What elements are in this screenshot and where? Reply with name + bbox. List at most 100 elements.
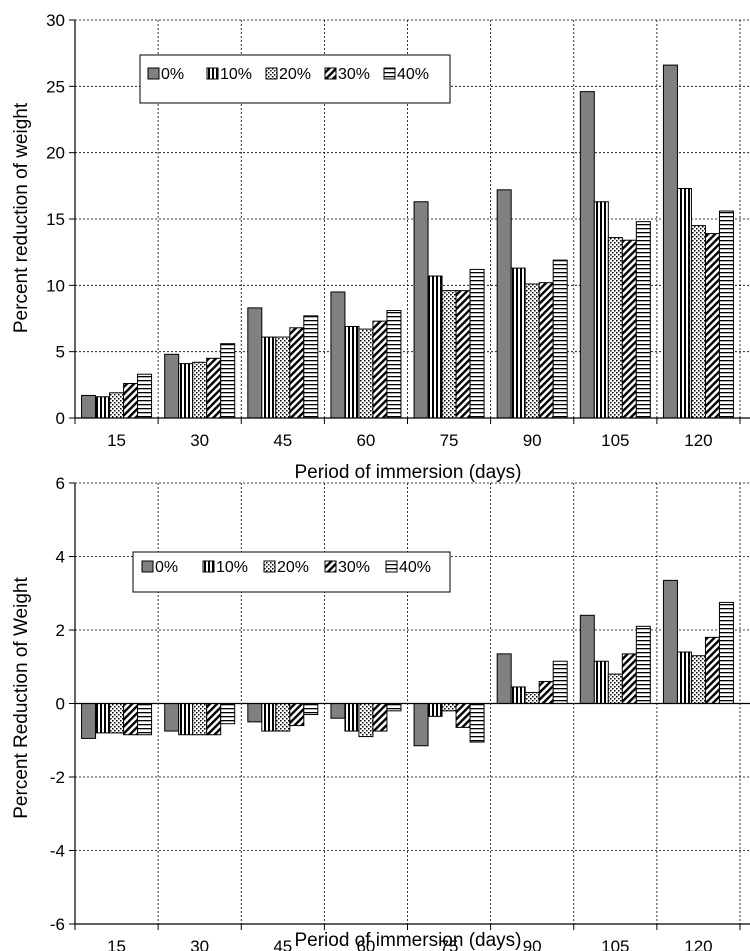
x-tick-label: 60 — [356, 937, 375, 951]
legend-label-40pct: 40% — [399, 559, 431, 576]
chart-1-y-tick-labels: 0 5 10 15 20 25 30 — [46, 11, 65, 428]
bar-10pct-15 — [95, 396, 111, 419]
chart-2-y-axis-title: Percent Reduction of Weight — [11, 577, 32, 819]
chart-1-legend: 0% 10% 20% 30% 40% — [139, 54, 451, 104]
bar-20pct-120 — [690, 655, 706, 704]
chart-1-x-axis-title: Period of immersion (days) — [294, 462, 521, 483]
bar-40pct-60 — [386, 310, 402, 419]
y-tick-label: 4 — [56, 548, 65, 567]
bar-0pct-90 — [496, 189, 512, 419]
legend-swatch-10pct — [206, 67, 219, 80]
bar-0pct-45 — [247, 307, 263, 419]
legend-label-10pct: 10% — [220, 66, 252, 83]
chart-2-y-tick-labels: -6 -4 -2 0 2 4 6 — [50, 474, 65, 934]
bar-20pct-45 — [275, 703, 291, 732]
bar-20pct-105 — [607, 673, 623, 704]
bar-40pct-30 — [220, 343, 236, 419]
chart-1: 0 5 10 15 20 25 30 15 30 45 60 75 90 105 120 Period o… — [11, 11, 750, 483]
bar-0pct-75 — [413, 201, 429, 419]
legend-label-0pct: 0% — [155, 559, 178, 576]
bar-10pct-75 — [427, 275, 443, 419]
bar-0pct-60 — [330, 703, 346, 719]
legend-label-20pct: 20% — [279, 66, 311, 83]
y-tick-label: 10 — [46, 276, 65, 295]
bar-10pct-120 — [676, 187, 692, 419]
legend-label-40pct: 40% — [397, 66, 429, 83]
bar-30pct-75 — [455, 290, 471, 419]
x-tick-label: 30 — [190, 431, 209, 450]
bar-40pct-60 — [386, 703, 402, 712]
bar-0pct-120 — [662, 579, 678, 705]
bar-40pct-15 — [137, 703, 153, 736]
bar-30pct-45 — [289, 327, 305, 419]
x-tick-label: 105 — [601, 937, 629, 951]
legend-swatch-30pct — [324, 67, 337, 80]
y-tick-label: -2 — [50, 768, 65, 787]
bar-20pct-60 — [358, 328, 374, 419]
chart-2-legend: 0% 10% 20% 30% 40% — [132, 551, 451, 593]
bar-30pct-75 — [455, 703, 471, 728]
bar-40pct-105 — [635, 221, 651, 419]
bar-40pct-45 — [303, 315, 319, 419]
bar-30pct-105 — [621, 653, 637, 705]
bar-20pct-15 — [109, 703, 125, 734]
x-tick-label: 30 — [190, 937, 209, 951]
chart-1-x-tick-labels: 15 30 45 60 75 90 105 120 — [107, 431, 713, 450]
bar-20pct-45 — [275, 336, 291, 419]
bar-0pct-105 — [579, 614, 595, 704]
legend-swatch-20pct — [265, 67, 278, 80]
x-tick-label: 45 — [273, 431, 292, 450]
bar-30pct-30 — [206, 357, 222, 419]
x-tick-label: 120 — [684, 431, 712, 450]
bar-0pct-15 — [81, 703, 97, 739]
bar-40pct-90 — [552, 660, 568, 704]
bar-20pct-75 — [441, 290, 457, 419]
y-tick-label: 0 — [56, 409, 65, 428]
bar-40pct-75 — [469, 268, 485, 419]
chart-1-axes — [69, 19, 750, 424]
legend-swatch-0pct — [141, 560, 154, 573]
bar-10pct-90 — [510, 686, 526, 705]
bar-30pct-15 — [123, 383, 139, 419]
bar-10pct-30 — [178, 703, 194, 736]
bar-10pct-75 — [427, 703, 443, 717]
bar-0pct-105 — [579, 91, 595, 419]
bar-0pct-90 — [496, 653, 512, 705]
bar-10pct-105 — [593, 660, 609, 704]
bar-30pct-45 — [289, 703, 305, 727]
bar-30pct-90 — [538, 680, 554, 705]
bar-0pct-120 — [662, 64, 678, 419]
bar-20pct-30 — [192, 703, 208, 736]
chart-2-x-axis-title: Period of immersion (days) — [294, 930, 521, 951]
chart-1-legend-items: 0% 10% 20% 30% 40% — [147, 66, 429, 83]
legend-label-10pct: 10% — [216, 559, 248, 576]
y-tick-label: 0 — [56, 695, 65, 714]
bar-30pct-15 — [123, 703, 139, 736]
bar-20pct-90 — [524, 283, 540, 419]
bar-10pct-120 — [676, 651, 692, 704]
bar-40pct-75 — [469, 703, 485, 743]
chart-2: -6 -4 -2 0 2 4 6 15 30 45 60 75 90 105 120 Period of … — [11, 474, 750, 951]
bar-40pct-105 — [635, 625, 651, 705]
bar-30pct-105 — [621, 239, 637, 419]
bar-20pct-120 — [690, 225, 706, 419]
bar-10pct-45 — [261, 703, 277, 732]
bar-0pct-30 — [164, 353, 180, 419]
chart-1-y-axis-title: Percent reduction of weight — [11, 102, 32, 333]
bar-0pct-30 — [164, 703, 180, 732]
legend-swatch-10pct — [202, 560, 215, 573]
bar-10pct-15 — [95, 703, 111, 734]
bar-0pct-15 — [81, 394, 97, 419]
y-tick-label: 6 — [56, 474, 65, 493]
x-tick-label: 15 — [107, 937, 126, 951]
chart-1-bars — [81, 64, 734, 419]
bar-30pct-30 — [206, 703, 222, 736]
bar-0pct-75 — [413, 703, 429, 747]
chart-1-legend-box — [139, 54, 451, 104]
y-tick-label: -6 — [50, 915, 65, 934]
legend-label-0pct: 0% — [161, 66, 184, 83]
y-tick-label: 15 — [46, 210, 65, 229]
bar-20pct-105 — [607, 237, 623, 419]
y-tick-label: 5 — [56, 343, 65, 362]
